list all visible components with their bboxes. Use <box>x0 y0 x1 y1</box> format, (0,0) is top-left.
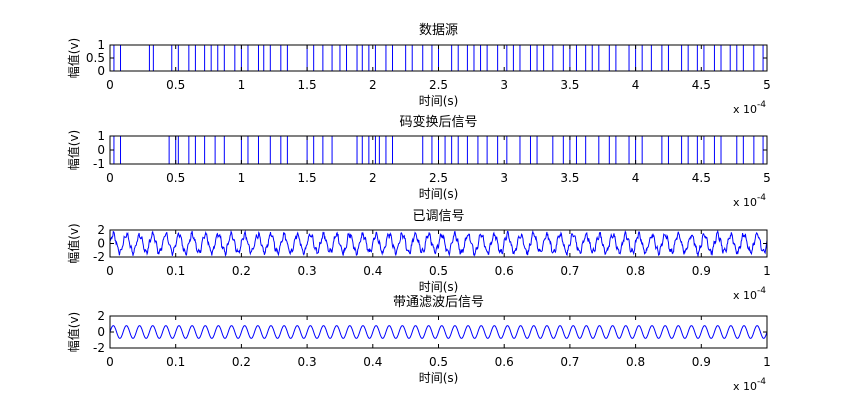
x-tick-label: 2 <box>369 171 377 185</box>
y-tick-label: -2 <box>93 341 105 355</box>
x-tick-label: 1.5 <box>298 171 317 185</box>
x-axis-label: 时间(s) <box>419 280 459 294</box>
x-tick-label: 0.9 <box>692 355 711 369</box>
x-tick-label: 0.3 <box>298 264 317 278</box>
y-tick-label: -2 <box>93 250 105 264</box>
signal-line <box>110 230 767 257</box>
x-axis-label: 时间(s) <box>419 187 459 201</box>
x-tick-label: 0 <box>106 78 114 92</box>
y-axis-label: 幅值(v) <box>66 38 81 78</box>
signal-line <box>110 45 767 71</box>
y-axis-label: 幅值(v) <box>66 312 81 352</box>
x-tick-label: 1.5 <box>298 78 317 92</box>
subplot-title: 带通滤波后信号 <box>393 295 484 310</box>
x-exponent-power: -4 <box>757 100 766 110</box>
x-tick-label: 3.5 <box>560 78 579 92</box>
x-exponent-power: -4 <box>757 377 766 387</box>
x-exponent-base: x 10 <box>733 103 757 116</box>
x-tick-label: 0.7 <box>560 355 579 369</box>
x-exponent-base: x 10 <box>733 380 757 393</box>
x-tick-label: 0.2 <box>232 355 251 369</box>
x-tick-label: 0.5 <box>166 171 185 185</box>
subplot-3: 0 0.1 0.2 0.3 0.4 0.5 0.6 0.7 0.8 0.9 1-202已调信号时间(… <box>66 209 771 302</box>
signal-line <box>110 325 767 339</box>
y-tick-label: 1 <box>97 38 105 52</box>
y-tick-label: 0.5 <box>86 51 105 65</box>
y-tick-label: 0 <box>97 143 105 157</box>
subplot-title: 已调信号 <box>412 209 464 224</box>
y-tick-label: 2 <box>97 309 105 323</box>
subplot-1: 0 0.5 1 1.5 2 2.5 3 3.5 4 4.5 500.51数据源时间(s)幅值(v)x… <box>66 23 771 116</box>
x-tick-label: 3.5 <box>560 171 579 185</box>
x-tick-label: 0.8 <box>626 355 645 369</box>
x-tick-label: 1 <box>763 355 771 369</box>
x-tick-label: 0.6 <box>495 355 514 369</box>
x-tick-label: 3 <box>500 171 508 185</box>
subplot-title: 数据源 <box>419 23 458 38</box>
x-tick-label: 0.9 <box>692 264 711 278</box>
x-tick-label: 0 <box>106 171 114 185</box>
x-tick-label: 5 <box>763 171 771 185</box>
x-tick-label: 0.6 <box>495 264 514 278</box>
x-tick-label: 2 <box>369 78 377 92</box>
subplot-2: 0 0.5 1 1.5 2 2.5 3 3.5 4 4.5 5-101码变换后信号时间(s)幅值(v… <box>66 114 771 209</box>
y-axis-label: 幅值(v) <box>66 130 81 170</box>
x-exponent-power: -4 <box>757 286 766 296</box>
y-tick-label: 1 <box>97 129 105 143</box>
x-tick-label: 0.2 <box>232 264 251 278</box>
x-tick-label: 3 <box>500 78 508 92</box>
x-tick-label: 5 <box>763 78 771 92</box>
x-tick-label: 2.5 <box>429 171 448 185</box>
x-exponent-base: x 10 <box>733 196 757 209</box>
x-tick-label: 4.5 <box>692 171 711 185</box>
x-axis-label: 时间(s) <box>419 371 459 385</box>
y-tick-label: 2 <box>97 223 105 237</box>
x-tick-label: 4.5 <box>692 78 711 92</box>
x-exponent-label: x 10-4 <box>733 377 766 393</box>
x-axis-label: 时间(s) <box>419 94 459 108</box>
x-tick-label: 4 <box>632 171 640 185</box>
x-tick-label: 0.4 <box>363 264 382 278</box>
x-tick-label: 4 <box>632 78 640 92</box>
x-tick-label: 2.5 <box>429 78 448 92</box>
x-tick-label: 0.5 <box>429 355 448 369</box>
x-exponent-label: x 10-4 <box>733 193 766 209</box>
y-tick-label: -1 <box>93 157 105 171</box>
signal-line <box>110 136 767 164</box>
x-tick-label: 0 <box>106 355 114 369</box>
x-tick-label: 0.4 <box>363 355 382 369</box>
x-tick-label: 0.1 <box>166 264 185 278</box>
y-tick-label: 0 <box>97 64 105 78</box>
x-exponent-label: x 10-4 <box>733 286 766 302</box>
x-exponent-base: x 10 <box>733 289 757 302</box>
x-exponent-label: x 10-4 <box>733 100 766 116</box>
subplot-4: 0 0.1 0.2 0.3 0.4 0.5 0.6 0.7 0.8 0.9 1-202带通滤波后信号… <box>66 295 771 393</box>
x-tick-label: 0.1 <box>166 355 185 369</box>
y-tick-label: 0 <box>97 325 105 339</box>
x-exponent-power: -4 <box>757 193 766 203</box>
x-tick-label: 0.3 <box>298 355 317 369</box>
y-tick-label: 0 <box>97 237 105 251</box>
x-tick-label: 1 <box>238 78 246 92</box>
x-tick-label: 0.5 <box>429 264 448 278</box>
x-tick-label: 0.7 <box>560 264 579 278</box>
subplot-title: 码变换后信号 <box>399 114 477 130</box>
x-tick-label: 1 <box>763 264 771 278</box>
x-tick-label: 0.5 <box>166 78 185 92</box>
x-tick-label: 0.8 <box>626 264 645 278</box>
x-tick-label: 1 <box>238 171 246 185</box>
x-tick-label: 0 <box>106 264 114 278</box>
y-axis-label: 幅值(v) <box>66 223 81 263</box>
